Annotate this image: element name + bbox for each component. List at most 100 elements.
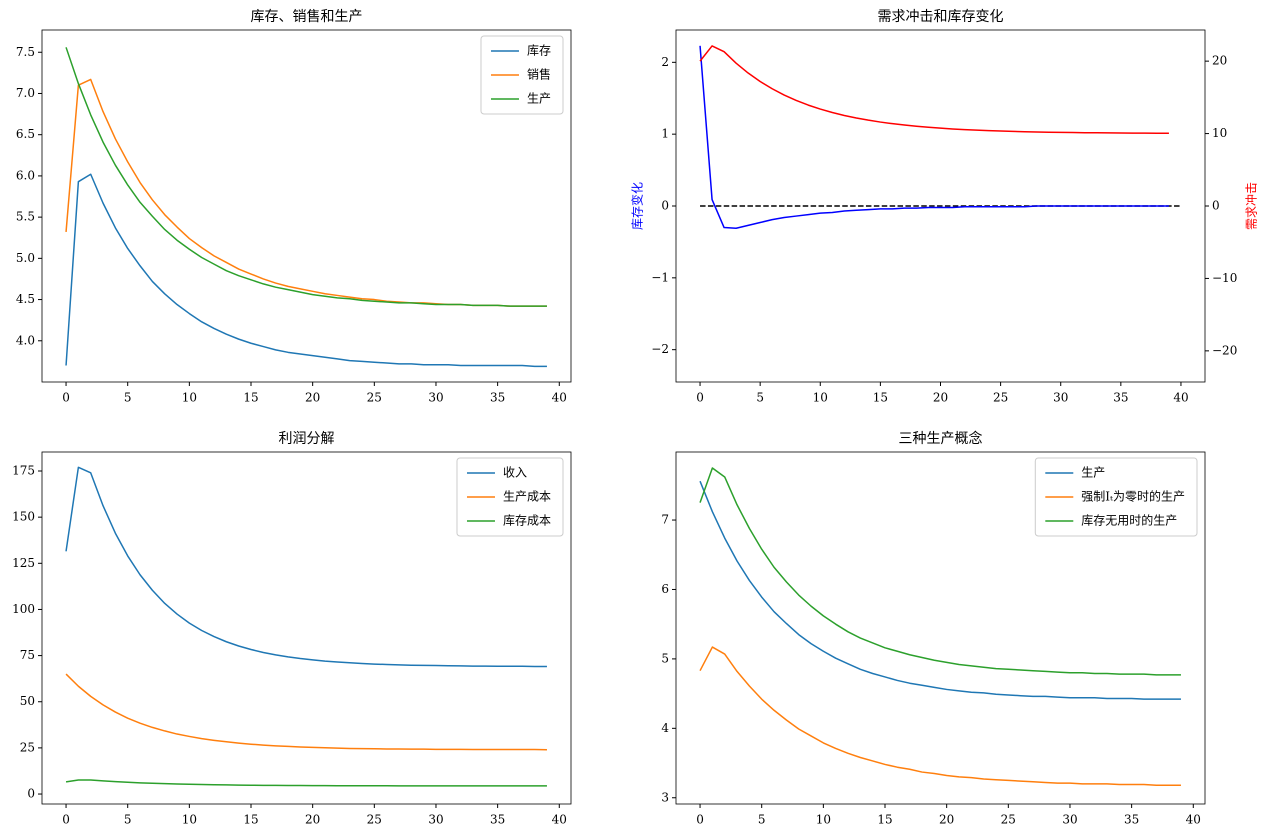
- axes-frame: [675, 29, 1206, 383]
- y-tick-label: 4.0: [16, 333, 35, 347]
- legend-label: 收入: [503, 466, 527, 480]
- y-tick-label: 100: [12, 602, 35, 616]
- y-tick-label: 5: [661, 651, 669, 665]
- axes: 三种生产概念 0 5 10 15 20 25 30 35 40 3 4 5 6 7 生产强制Iₜ为零时的生产库…: [661, 430, 1206, 827]
- chart-title: 三种生产概念: [899, 430, 983, 447]
- x-tick-label: 10: [816, 813, 831, 827]
- x-tick-label: 30: [428, 813, 443, 827]
- y2-tick-label: −20: [1212, 343, 1237, 357]
- x-tick-label: 10: [182, 813, 197, 827]
- y-tick-label: −2: [651, 342, 669, 356]
- x-tick-label: 40: [552, 813, 567, 827]
- y2-tick-label: 0: [1212, 199, 1220, 213]
- x-tick-label: 0: [696, 391, 704, 405]
- series-line: [65, 779, 547, 787]
- y-tick-label: 4: [661, 721, 669, 735]
- y-tick-label: 125: [12, 556, 35, 570]
- series-line: [699, 45, 1169, 135]
- x-tick-label: 0: [62, 391, 70, 405]
- chart-title: 利润分解: [279, 431, 335, 447]
- x-tick-label: 5: [758, 813, 766, 827]
- legend-label: 销售: [527, 67, 551, 82]
- y-tick-label: 6.0: [16, 168, 35, 182]
- x-tick-label: 25: [993, 391, 1008, 405]
- x-tick-label: 15: [243, 391, 258, 405]
- y-tick-label: 2: [661, 55, 669, 69]
- x-tick-label: 15: [873, 391, 888, 405]
- axes-frame: [41, 29, 572, 383]
- x-tick-label: 5: [756, 391, 764, 405]
- y-tick-label: 6: [661, 582, 669, 596]
- series-line: [65, 78, 547, 307]
- y2-tick-label: 20: [1212, 54, 1227, 68]
- x-tick-label: 20: [933, 391, 948, 405]
- y-tick-label: 0: [661, 199, 669, 213]
- x-tick-label: 40: [1186, 813, 1201, 827]
- x-tick-label: 15: [243, 813, 258, 827]
- x-tick-label: 25: [367, 813, 382, 827]
- axes: 利润分解 0 5 10 15 20 25 30 35 40 0 25 50 75 100 125 150 175 收…: [12, 431, 572, 827]
- x-tick-label: 35: [490, 391, 505, 405]
- x-tick-label: 20: [939, 813, 954, 827]
- y-tick-label: 175: [12, 464, 35, 478]
- y-tick-label: 6.5: [16, 127, 35, 141]
- y2-tick-label: 10: [1212, 126, 1227, 140]
- y-tick-label: 0: [27, 787, 35, 801]
- x-tick-label: 30: [1062, 813, 1077, 827]
- y-tick-label: 5.5: [16, 210, 35, 224]
- chart-title: 库存、销售和生产: [251, 9, 363, 25]
- legend-box: [1034, 457, 1198, 537]
- x-tick-label: 20: [305, 391, 320, 405]
- y-tick-label: 150: [12, 510, 35, 524]
- x-tick-label: 35: [1113, 391, 1128, 405]
- y-tick-label: 25: [20, 740, 35, 754]
- x-tick-label: 35: [490, 813, 505, 827]
- x-tick-label: 0: [696, 813, 704, 827]
- x-tick-label: 40: [1173, 391, 1188, 405]
- legend-label: 生产: [527, 92, 551, 106]
- series-line: [65, 466, 547, 668]
- x-tick-label: 40: [552, 391, 567, 405]
- x-tick-label: 20: [305, 813, 320, 827]
- legend-label: 库存无用时的生产: [1081, 513, 1177, 528]
- y-tick-label: 7: [661, 513, 669, 527]
- legend-label: 库存成本: [503, 513, 551, 528]
- x-tick-label: 0: [62, 813, 70, 827]
- axes-frame: [41, 451, 572, 805]
- y-tick-label: 5.0: [16, 251, 35, 265]
- legend-label: 生产成本: [503, 490, 551, 504]
- x-tick-label: 10: [813, 391, 828, 405]
- y2-axis-label: 需求冲击: [1244, 182, 1259, 230]
- series-line: [65, 47, 547, 307]
- series-line: [699, 45, 1169, 230]
- y-tick-label: 7.5: [16, 45, 35, 59]
- legend-box: [480, 35, 564, 115]
- y-tick-label: 75: [20, 648, 35, 662]
- x-tick-label: 25: [1001, 813, 1016, 827]
- y-tick-label: 4.5: [16, 292, 35, 306]
- legend-box: [456, 457, 564, 537]
- y-tick-label: 3: [661, 790, 669, 804]
- x-tick-label: 10: [182, 391, 197, 405]
- x-tick-label: 25: [367, 391, 382, 405]
- y-axis-label: 库存变化: [630, 182, 645, 230]
- series-line: [699, 646, 1181, 786]
- x-tick-label: 35: [1124, 813, 1139, 827]
- series-line: [699, 480, 1181, 700]
- axes-frame: [675, 451, 1206, 805]
- series-line: [65, 173, 547, 368]
- y-tick-label: −1: [651, 270, 669, 284]
- series-line: [65, 673, 547, 751]
- x-tick-label: 30: [1053, 391, 1068, 405]
- legend-label: 强制Iₜ为零时的生产: [1081, 489, 1185, 504]
- legend-label: 库存: [527, 43, 551, 58]
- y2-tick-label: −10: [1212, 271, 1237, 285]
- legend-label: 生产: [1081, 466, 1105, 480]
- axes: 库存、销售和生产 0 5 10 15 20 25 30 35 40 4.0 4.5 5.0 5.5 6.0 6…: [16, 9, 572, 405]
- x-tick-label: 30: [428, 391, 443, 405]
